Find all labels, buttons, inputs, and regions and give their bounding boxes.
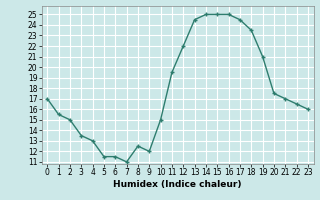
- X-axis label: Humidex (Indice chaleur): Humidex (Indice chaleur): [113, 180, 242, 189]
